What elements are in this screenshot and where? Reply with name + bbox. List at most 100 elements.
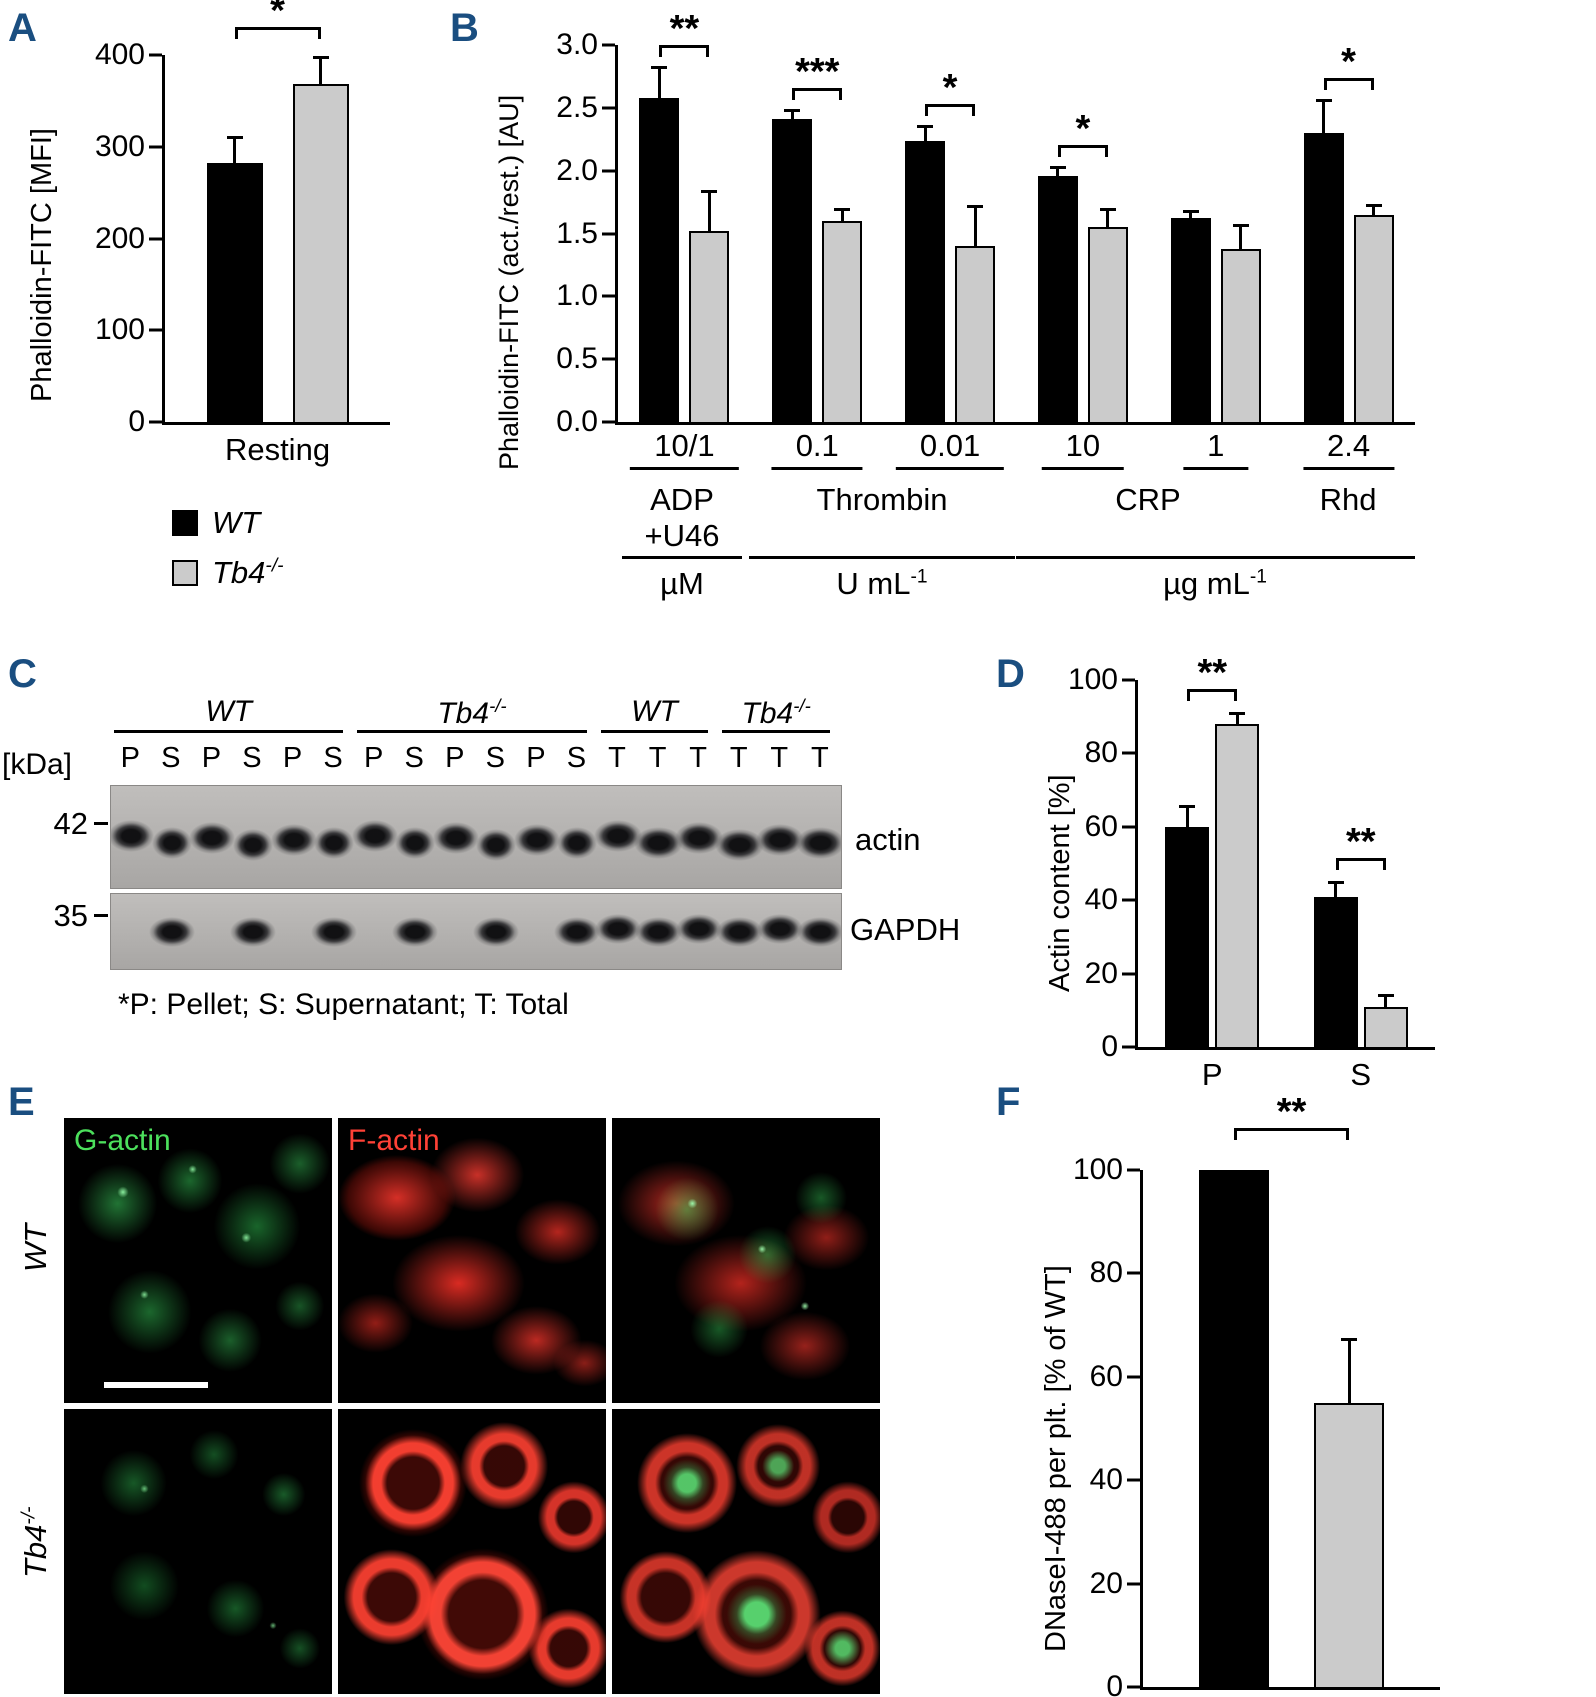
y-tick-label: 0 <box>1106 1670 1123 1697</box>
wt-f-actin-image: F-actin <box>338 1118 606 1403</box>
legend: WT Tb4-/- <box>172 505 284 605</box>
error-bar-cap <box>1377 994 1394 998</box>
error-bar <box>923 127 927 141</box>
y-tick-label: 300 <box>94 129 145 163</box>
significance-bracket <box>925 103 976 116</box>
x-tick-label: 0.1 <box>771 428 863 470</box>
genotype-name: Tb4 <box>437 697 490 730</box>
x-tick-label: 10/1 <box>630 428 739 470</box>
error-bar-cap <box>1182 210 1199 214</box>
gapdh-band <box>311 917 358 947</box>
y-tick <box>602 294 615 298</box>
error-bar <box>973 208 977 247</box>
actin-band <box>634 827 683 859</box>
unit-uml-base: U mL <box>836 566 911 601</box>
error-bar <box>1235 714 1239 725</box>
ko-swatch <box>172 560 198 586</box>
error-bar-cap <box>967 205 984 209</box>
actin-band <box>151 827 192 859</box>
kda-tick-35 <box>94 914 108 917</box>
y-tick-label: 60 <box>1084 809 1118 843</box>
actin-band <box>270 824 317 856</box>
gapdh-blot-label: GAPDH <box>850 912 961 947</box>
significance-label: ** <box>1276 1091 1307 1133</box>
lane-label-12: T <box>608 742 626 774</box>
bar-WT-2.4 <box>1303 132 1344 422</box>
significance-label: ** <box>1197 651 1228 694</box>
panel-c-letter: C <box>8 652 37 696</box>
lane-label-0: P <box>120 742 140 774</box>
significance-label: * <box>1075 108 1091 151</box>
gapdh-band <box>554 917 601 947</box>
error-bar-cap <box>784 108 801 112</box>
error-bar-cap <box>1179 805 1196 809</box>
actin-band <box>513 824 560 856</box>
ko-sup: -/- <box>265 555 284 577</box>
lane-label-17: T <box>810 742 829 774</box>
error-bar-cap <box>226 136 243 140</box>
blot-group-label: Tb4-/- <box>722 695 830 733</box>
lane-label-4: P <box>282 742 303 774</box>
error-bar-cap <box>312 55 329 59</box>
panel-f-letter: F <box>996 1080 1021 1124</box>
row-label-ko: Tb4-/- <box>18 1506 54 1578</box>
lane-label-8: P <box>445 742 465 774</box>
error-bar <box>319 58 322 85</box>
lane-label-3: S <box>242 742 262 774</box>
wt-swatch <box>172 510 198 536</box>
error-bar <box>1106 210 1110 228</box>
chart-d-plot-area: 0 20 40 60 80 100 ** P ** S <box>1068 654 1435 1092</box>
gapdh-band <box>229 917 276 947</box>
row-label-wt-base: WT <box>18 1223 53 1272</box>
actin-band <box>351 820 398 852</box>
significance-bracket <box>792 87 843 100</box>
error-bar <box>840 210 844 221</box>
f-actin-label: F-actin <box>348 1124 440 1157</box>
panel-b-letter: B <box>450 6 479 50</box>
y-tick <box>1122 825 1135 829</box>
axis-group-line-ugml <box>1016 556 1415 559</box>
y-tick <box>149 420 162 424</box>
ko-f-actin-image <box>338 1409 606 1694</box>
treatment-label-crp: CRP <box>1115 482 1181 517</box>
gapdh-blot <box>110 893 842 970</box>
bar-WT-P <box>1165 826 1210 1047</box>
row-label-wt: WT <box>18 1224 54 1272</box>
actin-band <box>755 824 805 856</box>
blot-footnote: *P: Pellet; S: Supernatant; T: Total <box>118 988 569 1021</box>
error-bar-cap <box>701 190 718 194</box>
error-bar-cap <box>1341 1337 1357 1341</box>
actin-band <box>314 827 355 859</box>
gapdh-band <box>716 917 763 947</box>
lane-label-16: T <box>770 742 789 774</box>
error-bar <box>1189 213 1193 219</box>
y-tick-label: 0 <box>128 405 145 438</box>
error-bar <box>1056 169 1060 176</box>
y-tick <box>149 328 162 332</box>
error-bar <box>657 68 661 98</box>
error-bar-cap <box>651 65 668 69</box>
error-bar <box>707 193 711 231</box>
y-tick-label: 400 <box>94 38 145 71</box>
y-tick-label: 40 <box>1089 1463 1123 1497</box>
error-bar-cap <box>917 124 934 128</box>
y-tick-label: 200 <box>94 221 145 255</box>
bar-Tb4-/--2.4 <box>1353 214 1394 422</box>
y-tick-label: 100 <box>1067 663 1118 696</box>
error-bar <box>233 139 236 164</box>
error-bar <box>1322 101 1326 133</box>
ko-legend-label: Tb4-/- <box>212 555 284 591</box>
lane-label-13: T <box>648 742 667 774</box>
gapdh-band <box>594 914 642 944</box>
significance-bracket <box>1323 77 1374 90</box>
significance-label: * <box>270 0 285 32</box>
error-bar-cap <box>1315 98 1332 102</box>
blot-group-label: WT <box>600 695 709 733</box>
chart-f-y-axis-label: DNaseI-488 per plt. [% of WT] <box>1040 1265 1072 1652</box>
scale-bar <box>104 1382 208 1388</box>
y-tick <box>1127 1375 1140 1379</box>
unit-uml-sup: -1 <box>910 566 928 588</box>
axis-group-line-uml <box>749 556 1015 559</box>
x-tick-label: S <box>1350 1057 1372 1092</box>
y-tick <box>1122 898 1135 902</box>
